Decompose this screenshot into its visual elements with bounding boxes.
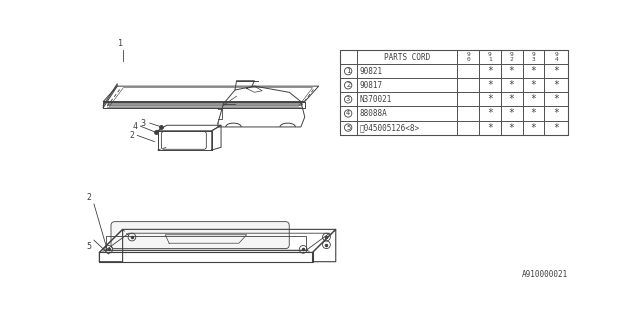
- Text: *: *: [531, 123, 536, 132]
- Text: *: *: [487, 66, 493, 76]
- Text: 2: 2: [87, 193, 92, 202]
- Text: 2: 2: [129, 131, 134, 140]
- Text: 9
3: 9 3: [531, 52, 535, 62]
- Text: A910000021: A910000021: [522, 270, 568, 279]
- Text: 9
2: 9 2: [510, 52, 513, 62]
- Text: *: *: [487, 80, 493, 90]
- Text: N370021: N370021: [360, 95, 392, 104]
- Text: *: *: [554, 123, 559, 132]
- FancyBboxPatch shape: [111, 222, 289, 249]
- Text: 5: 5: [87, 243, 92, 252]
- Text: 90817: 90817: [360, 81, 383, 90]
- Text: *: *: [509, 66, 515, 76]
- Text: *: *: [554, 80, 559, 90]
- Text: PARTS CORD: PARTS CORD: [384, 52, 430, 61]
- Text: 9
4: 9 4: [554, 52, 558, 62]
- Text: 4: 4: [132, 122, 138, 131]
- Text: 4: 4: [346, 110, 350, 116]
- Text: *: *: [554, 94, 559, 104]
- Bar: [340, 50, 568, 135]
- Text: *: *: [554, 108, 559, 118]
- Text: *: *: [509, 108, 515, 118]
- Text: *: *: [487, 123, 493, 132]
- Text: 9
0: 9 0: [467, 52, 470, 62]
- Text: Ⓢ045005126<8>: Ⓢ045005126<8>: [360, 123, 420, 132]
- Text: *: *: [531, 80, 536, 90]
- Text: *: *: [554, 66, 559, 76]
- FancyBboxPatch shape: [161, 132, 206, 149]
- Text: 88088A: 88088A: [360, 109, 388, 118]
- Text: *: *: [487, 108, 493, 118]
- Text: *: *: [509, 94, 515, 104]
- Text: 2: 2: [346, 82, 350, 88]
- Text: 9
1: 9 1: [488, 52, 492, 62]
- Text: 1: 1: [118, 39, 123, 48]
- Text: *: *: [509, 80, 515, 90]
- Text: 3: 3: [346, 96, 350, 102]
- Text: 5: 5: [346, 124, 350, 131]
- Text: 3: 3: [141, 119, 146, 128]
- Text: *: *: [531, 66, 536, 76]
- Text: *: *: [509, 123, 515, 132]
- Text: 1: 1: [346, 68, 350, 74]
- Text: *: *: [531, 108, 536, 118]
- Text: *: *: [531, 94, 536, 104]
- Text: *: *: [487, 94, 493, 104]
- Text: 90821: 90821: [360, 67, 383, 76]
